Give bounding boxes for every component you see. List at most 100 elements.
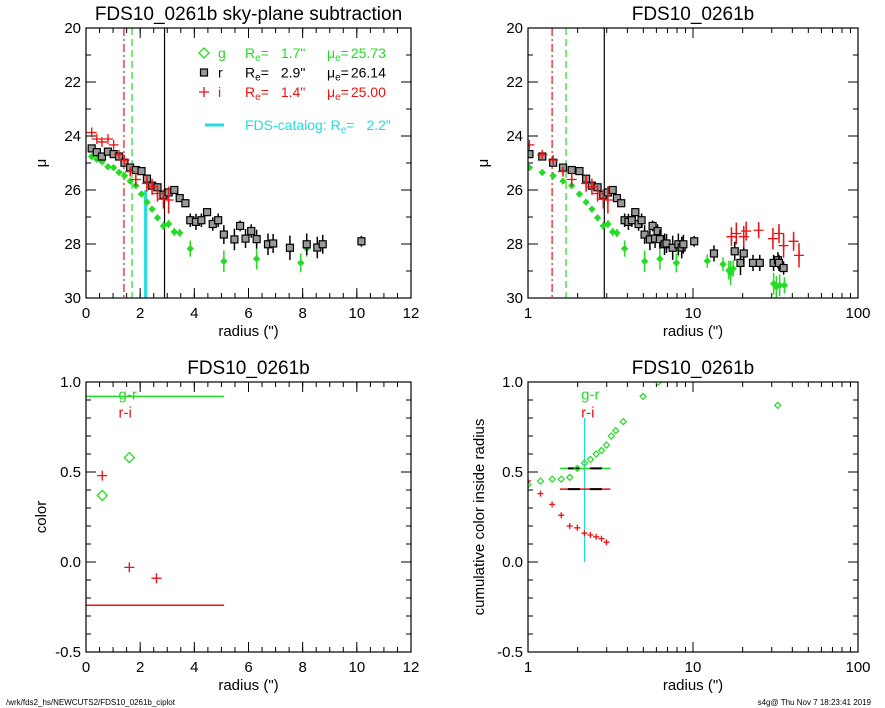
plus-marker (794, 250, 805, 261)
plus-marker (788, 236, 799, 247)
diamond-marker (592, 450, 601, 458)
diamond-marker (559, 177, 567, 185)
plus-marker (163, 194, 174, 205)
diamond-marker (775, 281, 784, 290)
square-marker (236, 221, 245, 231)
diamond-marker (170, 228, 178, 236)
plus-marker (773, 228, 784, 239)
plus-marker (141, 178, 152, 189)
legend-band: r (218, 65, 223, 81)
y-tick-label: 0.0 (60, 554, 81, 571)
footer-path: /wrk/fds2_hs/NEWCUTS2/FDS10_0261b_ciplot (6, 698, 175, 707)
square-marker (181, 199, 190, 208)
mu-symbol: μ (327, 65, 335, 81)
legend-mu: μe= 25.73 (327, 45, 386, 64)
diamond-marker (557, 475, 566, 484)
x-tick-label: 8 (298, 305, 306, 322)
legend-re: Re= 1.4" (245, 84, 305, 103)
diamond-marker (656, 255, 664, 263)
square-marker (774, 258, 784, 267)
square-marker (653, 226, 662, 236)
diamond-marker (115, 168, 123, 177)
square-marker (575, 167, 584, 176)
diamond-marker (549, 171, 557, 180)
legend-mu: μe= 26.14 (327, 65, 386, 84)
square-marker (627, 216, 636, 225)
square-marker (241, 234, 250, 243)
diamond-marker (588, 205, 596, 213)
x-axis-label: radius (") (663, 323, 723, 340)
re-subscript: e (255, 73, 261, 84)
square-marker (197, 216, 206, 225)
square-marker (709, 249, 719, 258)
x-tick-label: 100 (845, 305, 870, 322)
catalog-text: FDS-catalog: R (245, 117, 341, 133)
series-g (528, 163, 789, 298)
square-marker (202, 208, 212, 217)
diamond-marker (575, 190, 584, 198)
re-symbol: R (245, 45, 255, 61)
square-marker (640, 230, 649, 239)
diamond-marker (580, 459, 589, 467)
plus-marker (602, 194, 613, 205)
diamond-marker (137, 190, 146, 198)
x-tick-label: 10 (348, 659, 365, 676)
series-g-r (96, 451, 136, 502)
mu-symbol: μ (327, 45, 335, 61)
re-value: 1.4" (281, 84, 305, 100)
x-tick-label: 4 (190, 305, 198, 322)
plot-area (86, 28, 366, 298)
x-tick-label: 0 (82, 659, 90, 676)
square-marker (170, 185, 179, 195)
square-marker (739, 249, 748, 258)
equals: = (261, 45, 269, 61)
axis-ticks (527, 27, 859, 299)
series-g-r (528, 382, 782, 489)
mu-value: 25.00 (351, 84, 386, 100)
plus-marker (548, 155, 559, 166)
x-axis-label: radius (") (218, 677, 278, 694)
series-r-i (528, 478, 610, 546)
diamond-marker (153, 214, 162, 222)
diamond-marker (565, 473, 574, 482)
diamond-marker (538, 168, 546, 177)
square-marker (617, 199, 626, 208)
y-tick-label: 0.0 (502, 554, 523, 571)
plus-marker (581, 178, 592, 189)
x-axis-label: radius (") (218, 323, 278, 340)
plus-marker (147, 181, 158, 192)
y-tick-label: 20 (506, 20, 523, 37)
diamond-marker (120, 171, 129, 180)
legend-re: Re= 2.9" (245, 65, 305, 84)
plus-marker (753, 225, 764, 236)
plus-marker (598, 535, 605, 542)
diamond-marker (608, 228, 617, 236)
plus-marker (537, 490, 544, 497)
x-tick-label: 8 (298, 659, 306, 676)
diamond-marker (220, 257, 228, 265)
equals: = (346, 117, 354, 133)
diamond-marker (719, 260, 727, 268)
diamond-marker (582, 198, 590, 206)
plus-marker (581, 530, 588, 537)
y-tick-label: 24 (64, 128, 81, 145)
x-tick-label: 0 (82, 305, 90, 322)
catalog-legend-label: FDS-catalog: Re= 2.2" (245, 117, 391, 136)
chart-title: FDS10_0261b sky-plane subtraction (95, 4, 402, 25)
chart-title: FDS10_0261b (632, 358, 755, 379)
re-value: 1.7" (281, 45, 305, 61)
square-marker (730, 247, 739, 256)
square-marker (690, 237, 699, 246)
diamond-marker (252, 255, 261, 263)
x-tick-label: 100 (845, 659, 870, 676)
y-axis-label: μ (33, 159, 50, 168)
x-tick-label: 10 (348, 305, 365, 322)
diamond-marker (607, 432, 616, 440)
re-subscript: e (255, 92, 261, 103)
y-tick-label: 28 (506, 236, 523, 253)
plus-marker (119, 155, 130, 166)
square-marker (285, 243, 295, 252)
legend-entry-r: r Re= 2.9" μe= 26.14 (199, 65, 386, 84)
y-tick-label: 0.5 (60, 464, 81, 481)
plus-marker (778, 240, 789, 251)
